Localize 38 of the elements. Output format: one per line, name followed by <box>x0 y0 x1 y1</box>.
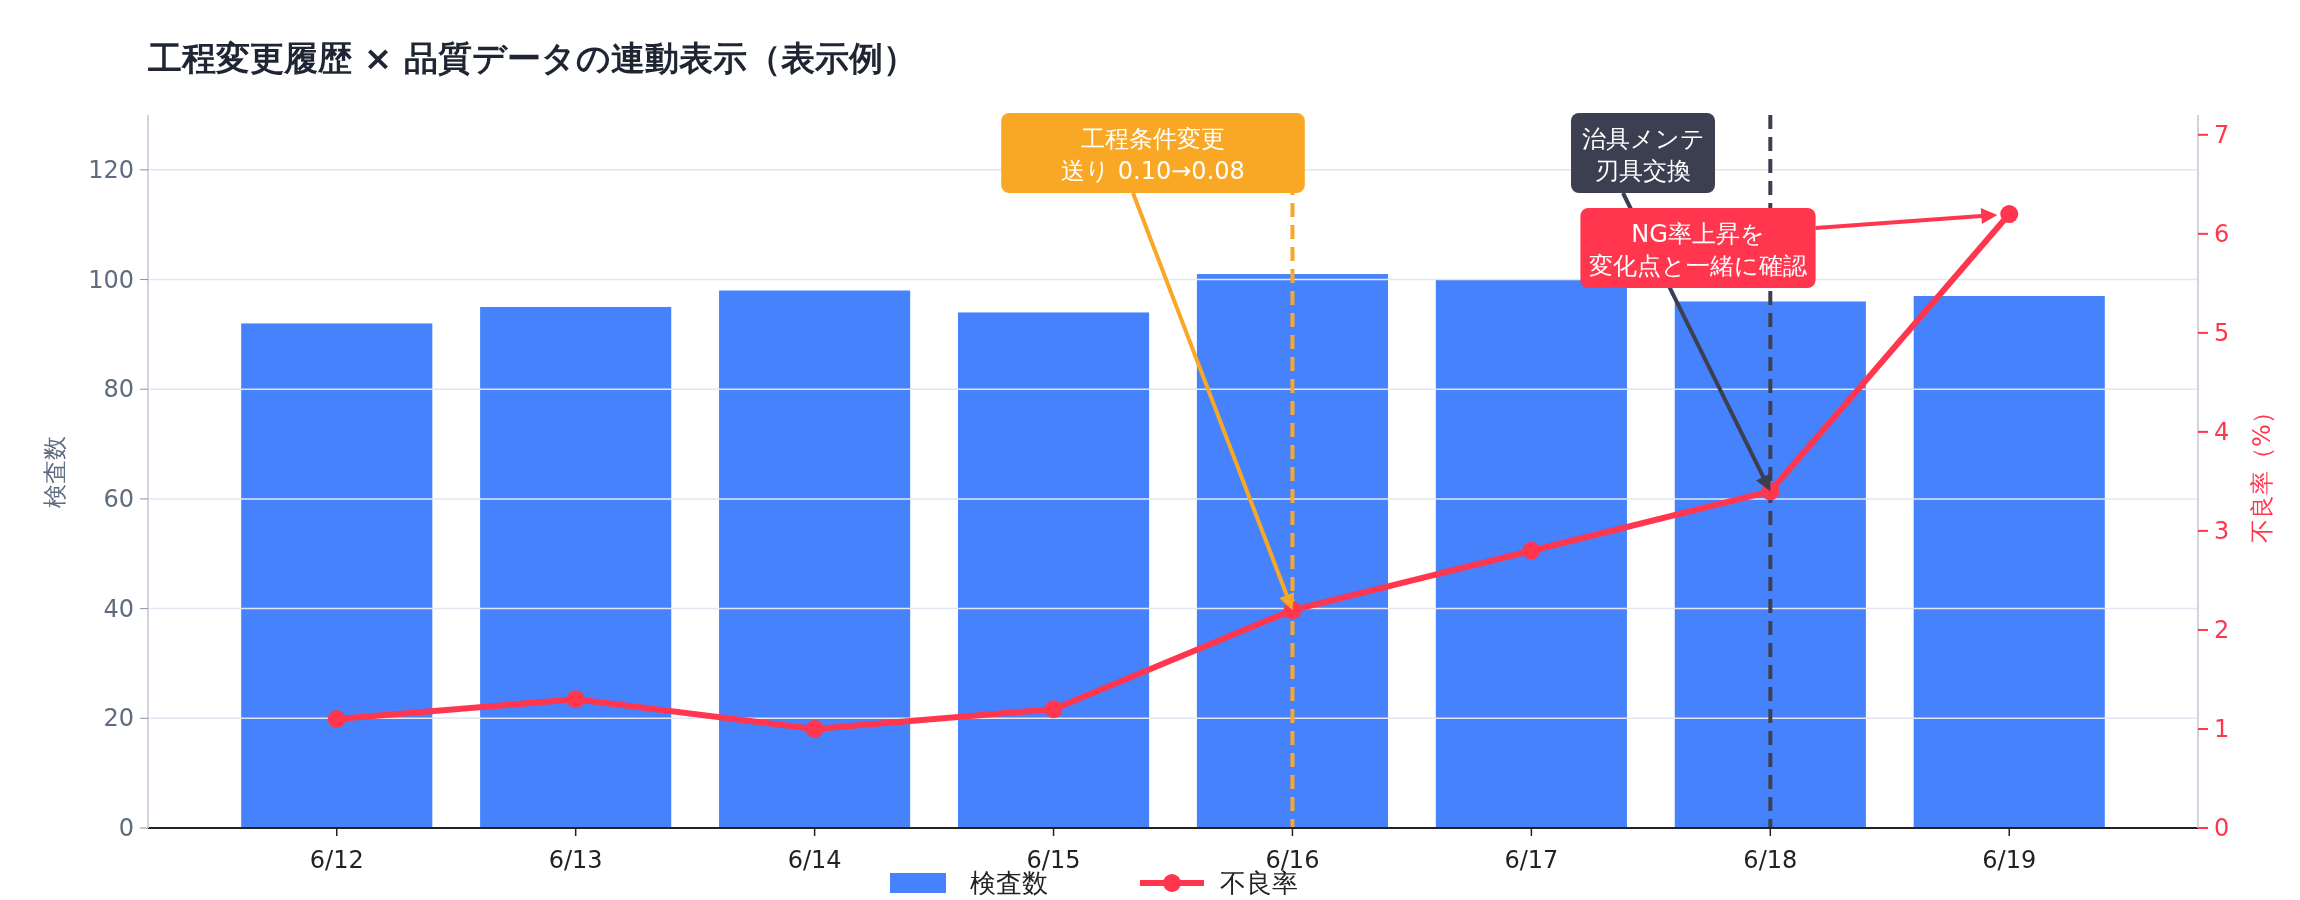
x-tick-label: 6/17 <box>1504 846 1559 874</box>
y2-tick-label: 4 <box>2214 417 2230 446</box>
y2-tick-label: 1 <box>2214 714 2230 743</box>
y2-tick-label: 2 <box>2214 615 2230 644</box>
y-tick-label: 100 <box>88 265 134 294</box>
x-tick-label: 6/14 <box>787 846 842 874</box>
point <box>566 690 585 709</box>
y2-axis-title: 不良率（%） <box>2248 400 2276 543</box>
point <box>805 719 824 738</box>
x-tick-label: 6/13 <box>548 846 603 874</box>
point <box>1522 541 1541 560</box>
annotation: 治具メンテ刃具交換 <box>1581 125 1705 185</box>
y-tick-label: 80 <box>103 375 134 404</box>
point <box>2000 205 2019 224</box>
x-tick-label: 6/12 <box>309 846 364 874</box>
bar <box>719 290 911 828</box>
y-tick-label: 0 <box>118 814 134 842</box>
x-tick-label: 6/18 <box>1743 846 1798 874</box>
y-axis-title: 検査数 <box>41 435 69 508</box>
y-tick-label: 60 <box>103 484 134 513</box>
y2-tick-label: 3 <box>2214 516 2230 545</box>
annotation: NG率上昇を変化点と一緒に確認 <box>1589 220 1807 280</box>
x-tick-label: 6/19 <box>1982 846 2037 874</box>
y2-tick-label: 5 <box>2214 318 2230 347</box>
y2-tick-label: 0 <box>2214 814 2230 842</box>
point <box>327 710 346 729</box>
bar <box>1913 295 2105 828</box>
bar <box>241 323 433 828</box>
point <box>1044 700 1063 719</box>
y-tick-label: 40 <box>103 594 134 623</box>
y-tick-label: 20 <box>103 704 134 733</box>
bar <box>480 306 672 828</box>
y2-tick-label: 6 <box>2214 219 2230 248</box>
annotation: 工程条件変更送り 0.10→0.08 <box>1061 125 1245 185</box>
bar <box>1435 279 1627 828</box>
y-tick-label: 120 <box>88 155 134 184</box>
y2-tick-label: 7 <box>2214 120 2230 149</box>
chart-title: 工程変更履歴 × 品質データの連動表示（表示例） <box>147 38 918 78</box>
